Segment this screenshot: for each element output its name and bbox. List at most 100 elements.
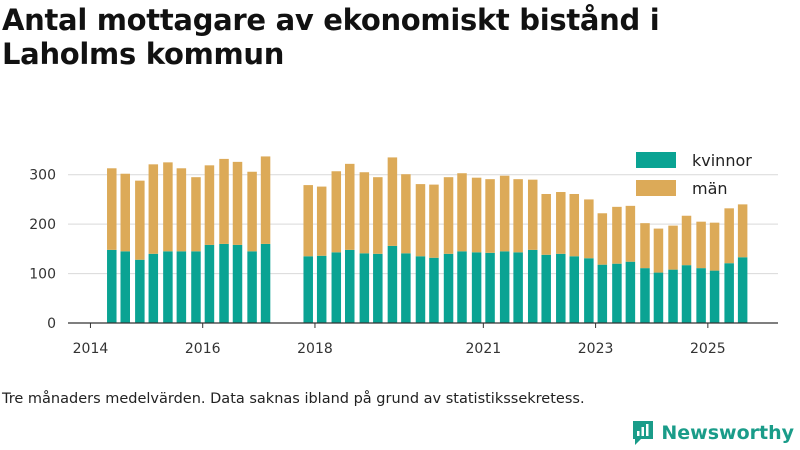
bar-man [569,193,580,257]
legend-label-kvinnor: kvinnor [692,150,752,170]
bar-man [345,163,355,250]
bar-kvinnor [696,268,706,323]
bar-kvinnor [401,253,411,323]
bar-kvinnor [191,251,201,323]
bar-kvinnor [485,252,495,323]
bar-man [359,172,370,254]
bar-kvinnor [625,261,636,323]
legend: kvinnor män [636,146,752,202]
x-tick-label: 2023 [578,341,614,357]
bar-man [387,157,398,246]
bar-kvinnor [260,243,271,323]
bar-kvinnor [681,265,692,323]
bar-man [443,177,454,254]
bar-kvinnor [737,257,748,323]
legend-item-kvinnor: kvinnor [636,146,752,174]
y-tick-label: 200 [29,217,56,233]
bar-man [584,199,594,259]
bar-kvinnor [612,263,622,323]
bar-man [148,164,159,254]
bar-kvinnor [387,245,398,323]
bar-man [597,213,608,265]
bar-man [204,165,215,245]
bar-man [709,222,720,271]
bar-kvinnor [316,255,327,323]
bar-kvinnor [345,249,355,323]
bar-man [401,174,411,254]
bar-man [541,193,551,255]
bar-man [457,173,467,252]
bar-kvinnor [107,249,117,323]
bar-man [331,171,342,253]
bar-kvinnor [373,253,383,323]
bar-kvinnor [359,253,370,323]
bar-kvinnor [724,263,734,323]
bar-kvinnor [513,252,523,323]
bar-man [373,177,383,254]
brand-name: Newsworthy [661,422,794,444]
y-tick-label: 100 [29,267,56,283]
bar-man [107,168,117,250]
bar-kvinnor [541,254,551,323]
bar-kvinnor [668,269,678,323]
bar-man [471,177,482,253]
bar-man [625,205,636,262]
y-tick-label: 300 [29,168,56,184]
brand[interactable]: Newsworthy [631,418,794,448]
bar-kvinnor [597,264,608,323]
bar-kvinnor [204,244,215,323]
bar-man [724,208,734,264]
bar-kvinnor [232,244,243,323]
legend-label-man: män [692,178,728,198]
bar-man [191,177,201,252]
bar-man [737,204,748,258]
bar-man [163,162,173,252]
bar-man [640,223,650,269]
x-tick-label: 2018 [297,341,333,357]
bar-kvinnor [303,256,313,323]
bar-kvinnor [415,256,426,323]
bar-chart: 0 100 200 300 2014 2016 2018 2021 2023 2025 [29,156,778,357]
bar-kvinnor [148,253,159,323]
bar-man [303,185,313,257]
bar-kvinnor [331,252,342,323]
bar-kvinnor [219,243,229,323]
bar-kvinnor [569,256,580,323]
bar-kvinnor [120,251,130,323]
bar-kvinnor [653,272,664,323]
bar-man [653,228,664,273]
bar-kvinnor [429,257,439,323]
x-tick-label: 2016 [185,341,221,357]
bar-man [260,156,271,244]
legend-swatch-man [636,180,676,196]
bar-man [247,171,257,252]
chart-title: Antal mottagare av ekonomiskt bistånd i … [2,3,660,71]
bar-man [696,221,706,269]
bar-man [176,168,187,252]
bar-kvinnor [443,253,454,323]
bar-man [429,184,439,258]
bar-kvinnor [457,251,467,323]
bar-man [485,179,495,253]
bar-kvinnor [556,253,566,323]
bar-man [219,158,229,244]
footnote: Tre månaders medelvärden. Data saknas ib… [2,391,585,407]
bar-man [415,184,426,257]
bar-kvinnor [135,259,145,323]
bar-kvinnor [709,270,720,323]
bar-man [135,180,145,260]
legend-item-man: män [636,174,752,202]
bar-man [232,161,243,245]
bar-kvinnor [163,251,173,323]
x-tick-label: 2025 [690,341,726,357]
bar-kvinnor [640,268,650,323]
bar-kvinnor [527,249,538,323]
bar-kvinnor [176,251,187,323]
x-tick-label: 2014 [73,341,109,357]
bar-man [499,175,510,252]
bar-kvinnor [584,258,594,323]
bar-kvinnor [471,252,482,323]
bar-man [556,192,566,254]
x-tick-label: 2021 [466,341,502,357]
bar-man [612,206,622,264]
